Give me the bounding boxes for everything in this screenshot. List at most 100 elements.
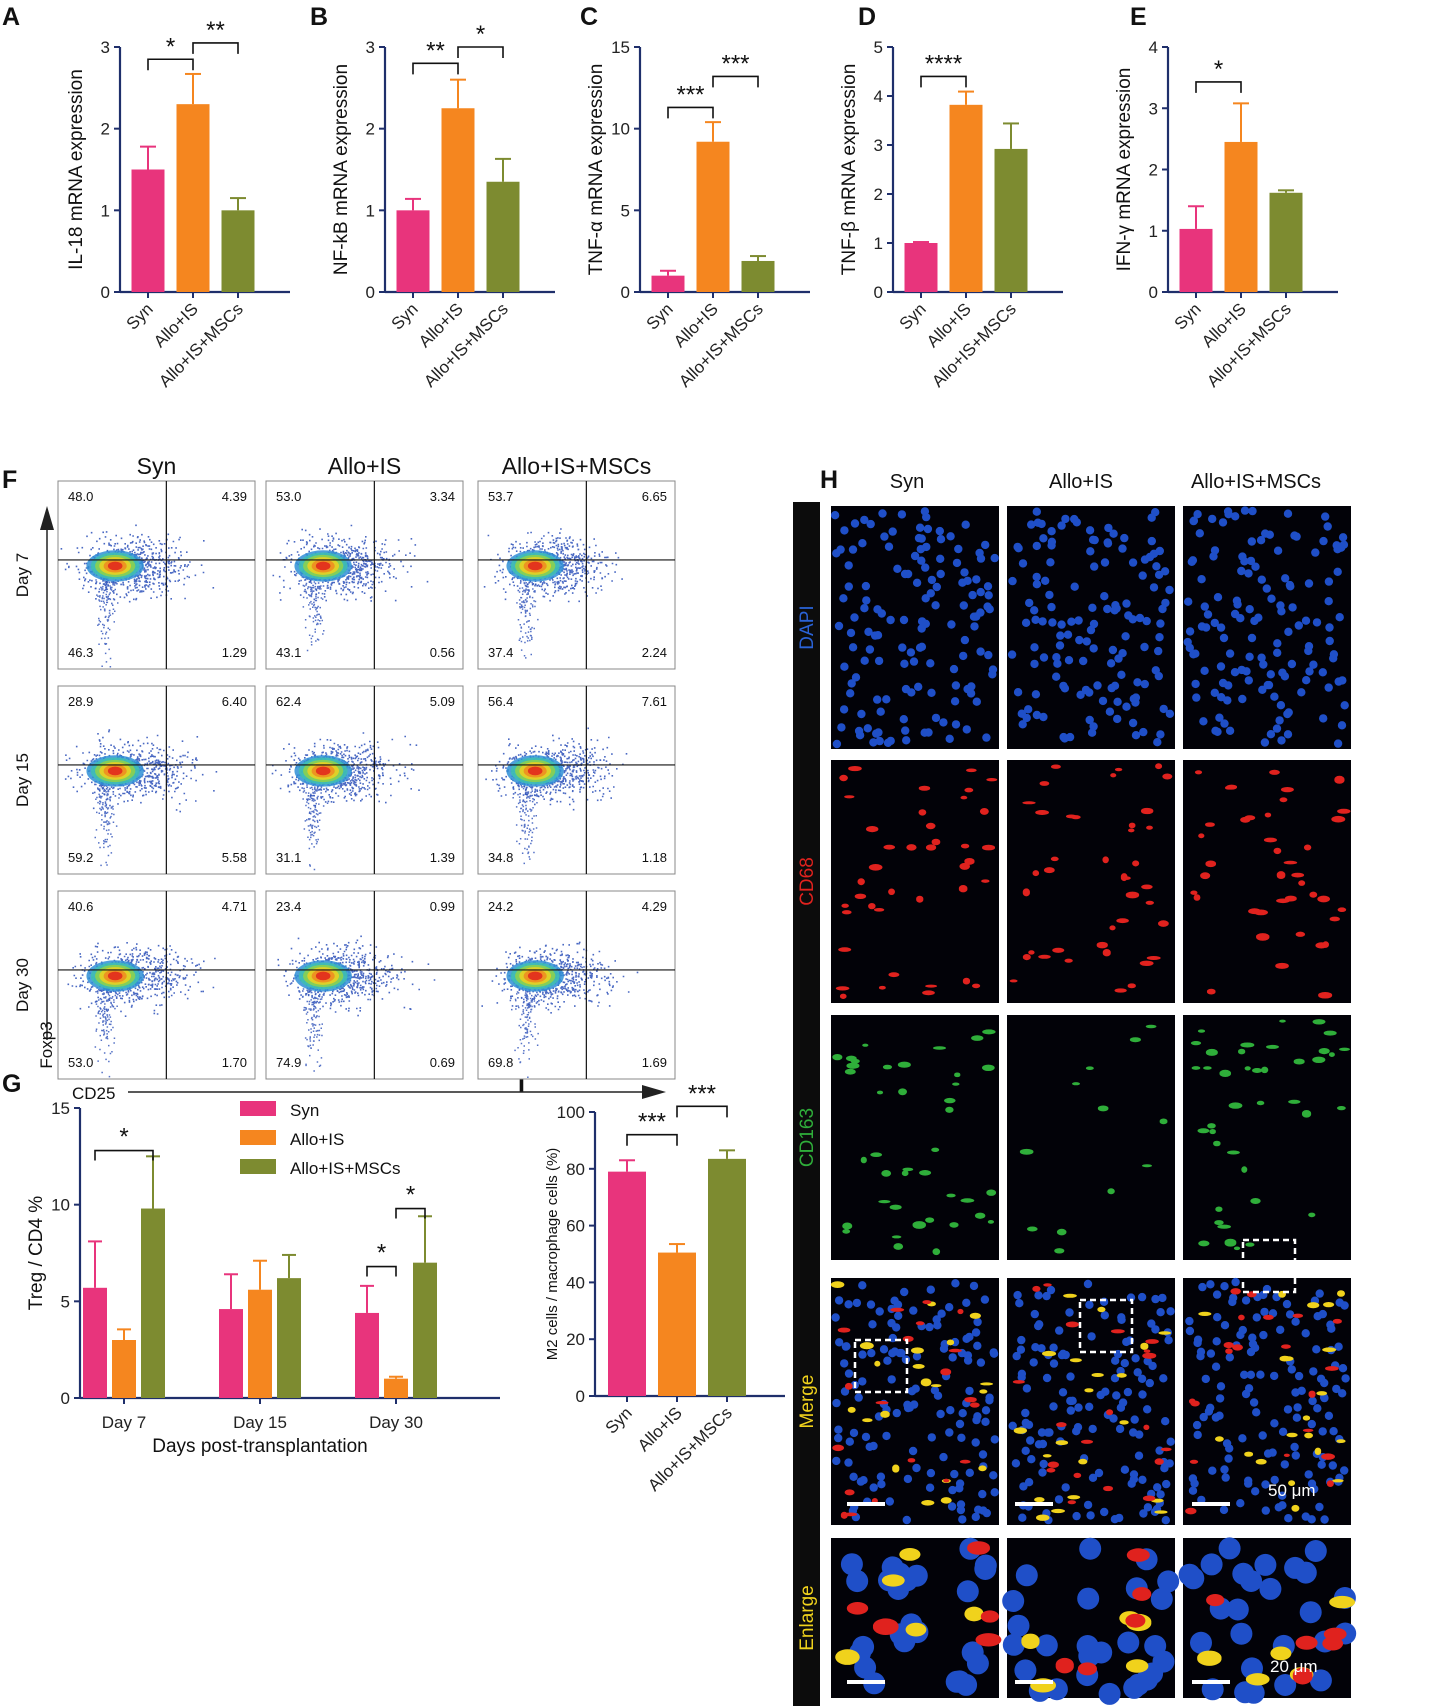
y-tick-label: 1 [874,234,883,253]
merge-signal-yellow [1197,1595,1355,1686]
micro-image-bg [1183,760,1351,1003]
micro-row-label: Enlarge [797,1585,818,1651]
quadrant-ul-value: 40.6 [68,899,93,914]
quadrant-lr-value: 0.56 [430,645,455,660]
y-tick-label: 5 [621,201,630,220]
y-axis-label: IL-18 mRNA expression [66,69,87,270]
y-tick-label: 5 [61,1292,70,1311]
cd25-arrow-head [642,1085,666,1099]
micro-image-3-1 [1007,1278,1175,1525]
bar-allo-is [696,141,730,292]
y-tick-label: 2 [366,120,375,139]
flow-dots-tail [509,976,539,1078]
quadrant-ur-value: 0.99 [430,899,455,914]
flow-dots-tail [91,771,120,867]
significance-label: ** [426,37,445,64]
flow-x-axis-label: CD25 [72,1084,115,1103]
flow-dots-outer [483,528,623,603]
quadrant-lr-value: 0.69 [430,1055,455,1070]
nuclei [1008,1279,1175,1525]
micro-image-2-2 [1183,1015,1351,1260]
y-tick-label: 10 [611,120,630,139]
quadrant-lr-value: 1.69 [642,1055,667,1070]
micro-image-1-1 [1007,760,1175,1003]
quadrant-ul-value: 53.7 [488,489,513,504]
significance-bracket [667,106,714,119]
chart-i: 0 20 40 60 80 100 M2 cells / macrophage cells … [544,1080,785,1495]
flow-density-core [527,971,543,981]
y-axis-label: TNF-α mRNA expression [586,64,607,276]
flow-column-header: Syn [137,453,177,479]
nuclei [1007,507,1175,747]
bar-allo-is-mscs-2 [413,1262,437,1398]
bar-syn-0 [83,1287,107,1398]
micro-row-label: Merge [797,1375,818,1429]
merge-signal-red [1055,1548,1152,1676]
panel-letters: A B C D E F G H I [2,3,1147,1098]
bar-allo-is-mscs [708,1158,746,1396]
bar-allo-is-0 [112,1340,136,1398]
flow-plot-2-0: 40.6 4.71 53.0 1.70 [57,890,256,1080]
quadrant-ul-value: 62.4 [276,694,301,709]
flow-density-core [315,971,331,981]
quadrant-ur-value: 6.65 [642,489,667,504]
flow-cytometry-panel: Syn Allo+IS Allo+IS+MSCs Day 7 Day 15 Day 30 F… [13,453,676,1103]
x-tick-label: Syn [1171,299,1205,333]
x-tick-label: Syn [896,299,930,333]
micro-image-4-2 [1178,1537,1357,1704]
micro-image-0-2 [1183,506,1351,749]
flow-plot-0-1: 53.0 3.34 43.1 0.56 [265,480,464,670]
bar-syn-1 [219,1309,243,1398]
flow-column-header: Allo+IS [328,453,402,479]
legend-label: Allo+IS+MSCs [290,1159,401,1178]
nuclei [840,1537,997,1696]
y-tick-label: 2 [1149,161,1158,180]
micro-image-0-1 [1007,506,1175,749]
flow-dots-tail [94,976,118,1078]
legend-label: Allo+IS [290,1130,344,1149]
quadrant-ur-value: 4.71 [222,899,247,914]
flow-plot-1-2: 56.4 7.61 34.8 1.18 [477,685,676,875]
panel-letter-h: H [820,466,838,494]
micro-image-0-0 [830,506,999,749]
quadrant-lr-value: 2.24 [642,645,667,660]
flow-density-core [107,561,123,571]
significance-bracket [192,42,239,54]
significance-label: * [119,1124,128,1151]
micro-image-2-1 [1007,1015,1175,1260]
y-tick-label: 0 [621,283,630,302]
flow-plot-frame [477,685,676,875]
chart-g: 0 5 10 15 Treg / CD4 % Day 7 Day 15 Day 30Days … [26,1099,500,1457]
nuclei [830,507,999,749]
bar-allo-is [658,1252,696,1396]
flow-plot-0-0: 48.0 4.39 46.3 1.29 [57,480,256,670]
marker-signal [832,1029,997,1256]
flow-dots-tail [93,566,119,668]
flow-plot-frame [477,480,676,670]
y-tick-label: 4 [874,87,883,106]
y-axis-label: TNF-β mRNA expression [839,64,860,276]
flow-plot-frame [57,890,256,1080]
flow-dots-tail [511,566,540,659]
flow-plot-frame [265,480,464,670]
legend-swatch [240,1101,276,1116]
flow-dots-outer [60,524,215,603]
panel-letter-e: E [1130,3,1147,31]
quadrant-ur-value: 3.34 [430,489,455,504]
significance-bracket [457,46,504,58]
significance-label: ** [206,17,225,44]
quadrant-ur-value: 5.09 [430,694,455,709]
quadrant-ll-value: 69.8 [488,1055,513,1070]
bar-allo-is [176,104,210,293]
bar-syn-2 [355,1312,379,1398]
micro-column-header: Allo+IS [1049,471,1113,493]
quadrant-ul-value: 23.4 [276,899,301,914]
flow-density-core [315,561,331,571]
y-tick-label: 0 [576,1387,585,1406]
bar-allo-is [1224,141,1258,292]
significance-label: *** [638,1109,666,1136]
significance-bracket [626,1133,678,1146]
